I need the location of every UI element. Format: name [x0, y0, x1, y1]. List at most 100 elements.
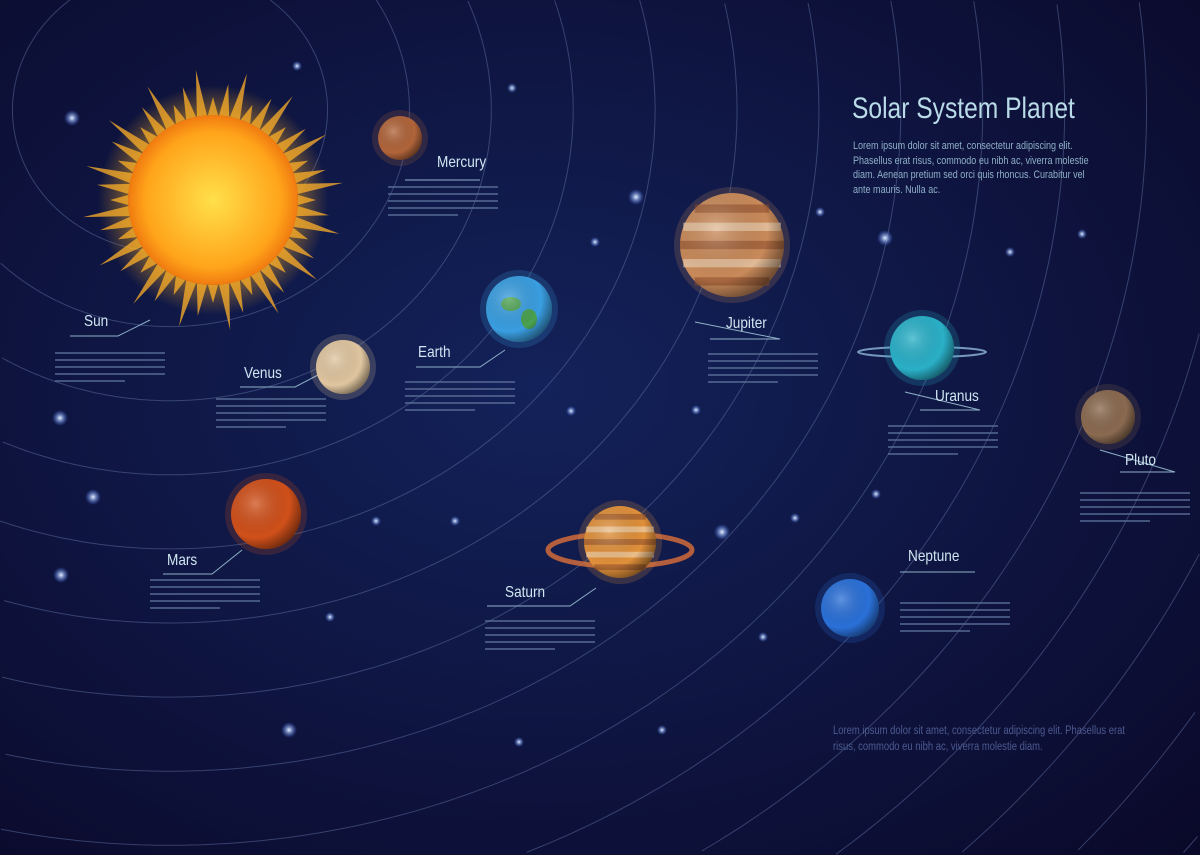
- planet-jupiter: [674, 187, 790, 303]
- placeholder-text-line: [216, 405, 326, 407]
- label-sun: Sun: [84, 313, 109, 330]
- star: [1077, 229, 1087, 239]
- placeholder-text-line: [150, 600, 260, 602]
- placeholder-text-line: [1080, 492, 1190, 494]
- label-mercury: Mercury: [437, 154, 487, 171]
- star: [450, 516, 460, 526]
- star: [590, 237, 600, 247]
- placeholder-text-line: [388, 193, 498, 195]
- placeholder-text-line: [708, 367, 818, 369]
- orbit-ring: [1, 2, 820, 698]
- page-title: Solar System Planet: [852, 92, 1075, 125]
- label-earth: Earth: [418, 344, 451, 361]
- star: [691, 405, 701, 415]
- placeholder-text-line: [900, 616, 1010, 618]
- planet-pluto: [1075, 384, 1141, 450]
- star: [281, 722, 297, 738]
- planet-venus: [310, 334, 376, 400]
- placeholder-text-line: [888, 425, 998, 427]
- placeholder-text-line: [216, 426, 286, 428]
- placeholder-text-line: [888, 453, 958, 455]
- placeholder-text-line: [485, 648, 555, 650]
- placeholder-text-line: [1080, 506, 1190, 508]
- leader-line: [163, 549, 243, 575]
- placeholder-text-line: [485, 641, 595, 643]
- leader-line: [487, 587, 597, 607]
- planet-neptune: [815, 573, 885, 643]
- placeholder-text-line: [888, 432, 998, 434]
- star: [657, 725, 667, 735]
- star: [514, 737, 524, 747]
- star: [507, 83, 517, 93]
- placeholder-text-line: [55, 359, 165, 361]
- placeholder-text-line: [708, 381, 778, 383]
- star: [628, 189, 644, 205]
- planet-saturn: [545, 500, 695, 584]
- placeholder-text-line: [405, 409, 475, 411]
- star: [53, 567, 69, 583]
- placeholder-text-line: [485, 627, 595, 629]
- placeholder-text-line: [388, 207, 498, 209]
- leader-line: [1099, 449, 1176, 473]
- label-uranus: Uranus: [935, 388, 979, 405]
- placeholder-text-line: [708, 353, 818, 355]
- placeholder-text-line: [150, 607, 220, 609]
- leader-line: [70, 319, 151, 337]
- placeholder-text-line: [485, 620, 595, 622]
- star: [566, 406, 576, 416]
- planet-uranus: [857, 310, 987, 386]
- star: [371, 516, 381, 526]
- placeholder-text-line: [150, 593, 260, 595]
- placeholder-text-line: [405, 381, 515, 383]
- placeholder-text-line: [405, 402, 515, 404]
- placeholder-text-line: [150, 586, 260, 588]
- placeholder-text-line: [216, 398, 326, 400]
- leader-line: [240, 374, 319, 388]
- footer-text: Lorem ipsum dolor sit amet, consectetur …: [833, 725, 1125, 753]
- placeholder-text-line: [216, 419, 326, 421]
- star: [790, 513, 800, 523]
- placeholder-text-line: [55, 352, 165, 354]
- placeholder-text-line: [888, 439, 998, 441]
- placeholder-text-line: [55, 373, 165, 375]
- leader-line: [416, 349, 506, 368]
- orbit-ring: [0, 0, 410, 328]
- orbit-ring: [1183, 836, 1198, 853]
- leader-line: [904, 391, 981, 411]
- placeholder-text-line: [900, 609, 1010, 611]
- placeholder-text-line: [388, 200, 498, 202]
- placeholder-text-line: [216, 412, 326, 414]
- orbit-ring: [5, 0, 902, 772]
- placeholder-text-line: [900, 623, 1010, 625]
- description: Lorem ipsum dolor sit amet, consectetur …: [853, 140, 1089, 196]
- star: [85, 489, 101, 505]
- orbit-ring: [1077, 712, 1196, 851]
- label-mars: Mars: [167, 552, 198, 569]
- label-pluto: Pluto: [1125, 452, 1156, 469]
- placeholder-text-line: [1080, 513, 1190, 515]
- planet-earth: [480, 270, 558, 348]
- label-venus: Venus: [244, 365, 282, 382]
- placeholder-text-line: [888, 446, 998, 448]
- placeholder-text-line: [900, 602, 1010, 604]
- placeholder-text-line: [55, 380, 125, 382]
- placeholder-text-line: [388, 186, 498, 188]
- orbit-ring: [0, 0, 656, 550]
- placeholder-text-line: [485, 634, 595, 636]
- planet-mars: [225, 473, 307, 555]
- orbit-ring: [835, 333, 1200, 855]
- star: [877, 230, 893, 246]
- star: [714, 524, 730, 540]
- placeholder-text-line: [1080, 499, 1190, 501]
- star: [871, 489, 881, 499]
- label-saturn: Saturn: [505, 584, 546, 601]
- placeholder-text-line: [388, 214, 458, 216]
- placeholder-text-line: [405, 395, 515, 397]
- label-neptune: Neptune: [908, 548, 960, 565]
- orbit-ring: [2, 0, 574, 476]
- label-jupiter: Jupiter: [726, 315, 767, 332]
- placeholder-text-line: [708, 360, 818, 362]
- star: [292, 61, 302, 71]
- star: [1005, 247, 1015, 257]
